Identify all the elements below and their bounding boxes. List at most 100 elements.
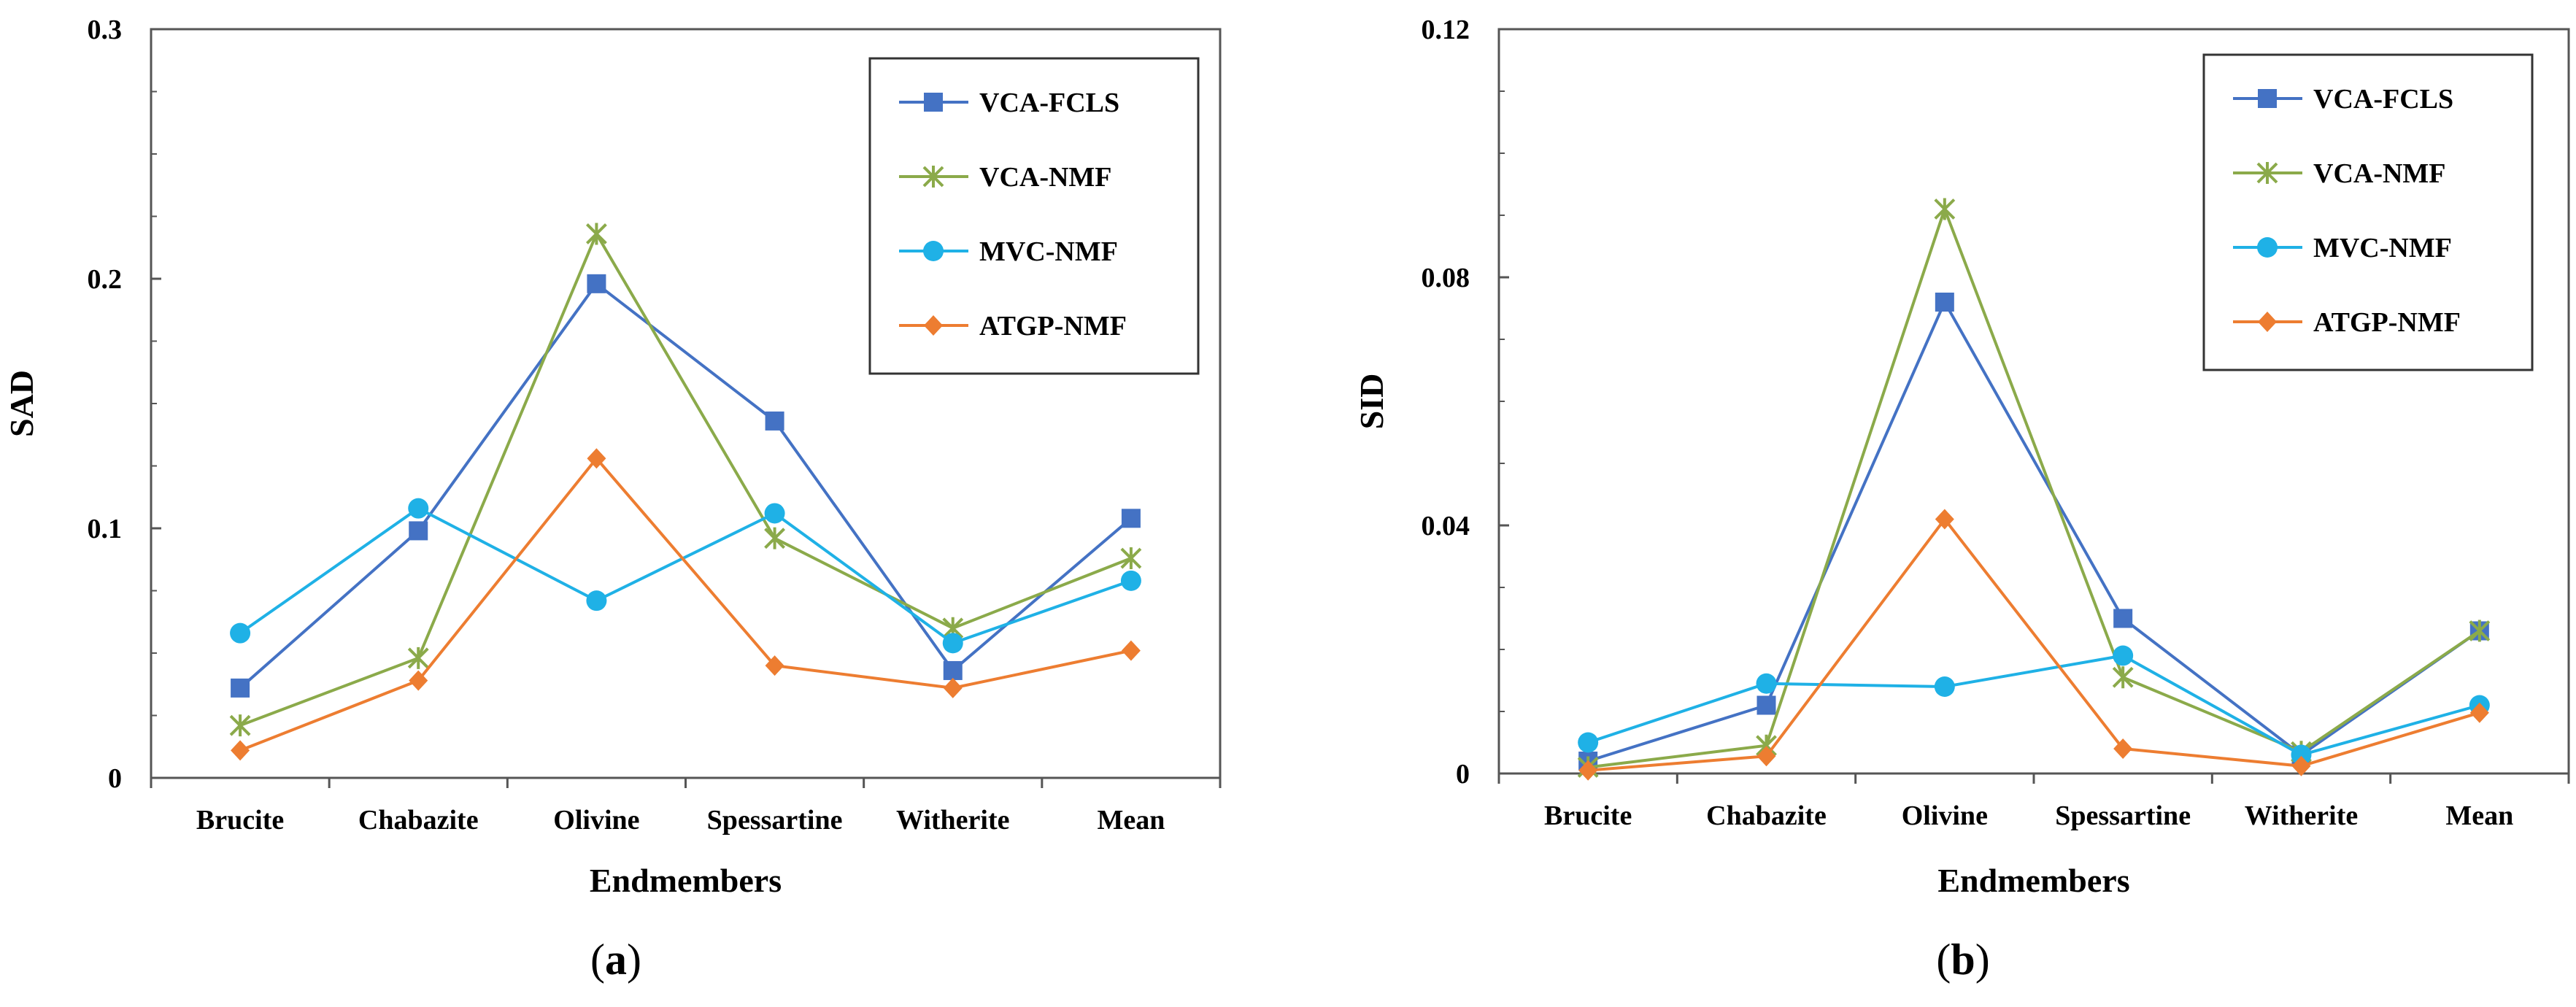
data-point-atgp-nmf bbox=[2291, 755, 2311, 776]
panel-label: (b) bbox=[1936, 935, 1989, 984]
data-point-mvc-nmf bbox=[1120, 570, 1141, 591]
series-line-mvc-nmf bbox=[239, 506, 1132, 645]
legend: VCA-FCLS VCA-NMF MVC-NMF ATGP-NMF bbox=[2202, 53, 2534, 371]
data-point-atgp-nmf bbox=[2113, 738, 2133, 759]
data-point-vca-nmf bbox=[2112, 666, 2134, 689]
series-line-vca-fcls bbox=[239, 281, 1133, 690]
data-point-atgp-nmf bbox=[231, 740, 250, 761]
legend-label-vca-fcls: VCA-FCLS bbox=[979, 88, 1119, 118]
y-axis-title: SAD bbox=[3, 370, 40, 437]
data-point-mvc-nmf bbox=[2291, 744, 2312, 765]
series-line-vca-nmf bbox=[1587, 204, 2480, 769]
panel-label-close-paren: ) bbox=[1975, 935, 1990, 984]
legend-label-mvc-nmf: MVC-NMF bbox=[2313, 233, 2452, 263]
data-point-mvc-nmf bbox=[942, 633, 963, 654]
data-point-vca-fcls bbox=[765, 411, 784, 431]
panel-label-open-paren: ( bbox=[590, 935, 605, 984]
x-axis-title: Endmembers bbox=[590, 862, 782, 899]
data-point-vca-fcls bbox=[2113, 609, 2133, 628]
data-point-vca-fcls bbox=[1756, 695, 1776, 715]
x-category-label-witherite: Witherite bbox=[896, 805, 1009, 836]
panel-label-letter: a bbox=[605, 935, 627, 984]
data-point-vca-nmf bbox=[586, 223, 607, 245]
x-category-label-spessartine: Spessartine bbox=[707, 805, 843, 836]
panel-label-open-paren: ( bbox=[1936, 935, 1951, 984]
series-vca-fcls bbox=[231, 274, 1141, 698]
data-point-vca-fcls bbox=[409, 521, 428, 541]
y-tick-label: 0.04 bbox=[1422, 511, 1470, 541]
legend-label-mvc-nmf: MVC-NMF bbox=[979, 236, 1118, 267]
data-point-vca-fcls bbox=[943, 660, 963, 680]
legend-marker-vca-fcls bbox=[2258, 89, 2277, 108]
data-point-mvc-nmf bbox=[1756, 673, 1777, 694]
data-point-vca-nmf bbox=[1120, 547, 1142, 570]
data-point-mvc-nmf bbox=[1934, 676, 1955, 697]
x-category-label-spessartine: Spessartine bbox=[2055, 800, 2191, 831]
series-mvc-nmf bbox=[230, 498, 1141, 654]
panel-label-close-paren: ) bbox=[627, 935, 641, 984]
data-point-atgp-nmf bbox=[587, 448, 606, 469]
x-axis-title: Endmembers bbox=[1937, 862, 2129, 899]
data-point-atgp-nmf bbox=[943, 677, 963, 698]
data-point-vca-nmf bbox=[1934, 198, 1956, 220]
legend-label-atgp-nmf: ATGP-NMF bbox=[2313, 307, 2461, 338]
x-category-label-mean: Mean bbox=[1097, 805, 1165, 836]
legend-label-vca-nmf: VCA-NMF bbox=[2313, 158, 2446, 189]
data-point-vca-fcls bbox=[1935, 293, 1954, 312]
y-axis-title: SID bbox=[1353, 374, 1390, 430]
x-category-label-olivine: Olivine bbox=[1902, 800, 1988, 831]
legend-marker-vca-fcls bbox=[924, 93, 943, 112]
data-point-atgp-nmf bbox=[2469, 702, 2489, 723]
y-tick-label: 0.12 bbox=[1422, 15, 1470, 45]
data-point-atgp-nmf bbox=[1756, 746, 1776, 767]
data-point-mvc-nmf bbox=[408, 498, 429, 519]
legend-marker-mvc-nmf bbox=[923, 241, 944, 261]
y-tick-label: 0 bbox=[1456, 759, 1470, 790]
series-atgp-nmf bbox=[1578, 509, 2489, 781]
x-category-label-brucite: Brucite bbox=[1544, 800, 1632, 831]
legend-label-vca-nmf: VCA-NMF bbox=[979, 162, 1112, 193]
data-point-vca-nmf bbox=[764, 527, 785, 549]
series-line-vca-fcls bbox=[1587, 298, 2480, 763]
chart-panel-b: 0 0.04 0.08 0.12 Brucite Chabazite Olivine Spes… bbox=[1353, 15, 2570, 984]
data-point-atgp-nmf bbox=[765, 655, 784, 676]
data-point-atgp-nmf bbox=[1935, 509, 1954, 530]
data-point-mvc-nmf bbox=[230, 622, 251, 644]
series-atgp-nmf bbox=[231, 448, 1141, 761]
data-point-vca-fcls bbox=[231, 678, 250, 698]
x-category-label-witherite: Witherite bbox=[2245, 800, 2358, 831]
x-category-label-olivine: Olivine bbox=[553, 805, 639, 836]
data-point-mvc-nmf bbox=[2113, 645, 2134, 666]
data-point-atgp-nmf bbox=[1578, 760, 1598, 781]
data-point-mvc-nmf bbox=[586, 590, 607, 611]
y-tick-label: 0 bbox=[108, 763, 122, 794]
x-category-label-chabazite: Chabazite bbox=[358, 805, 479, 836]
legend-marker-mvc-nmf bbox=[2257, 237, 2278, 258]
legend-marker-atgp-nmf bbox=[924, 315, 943, 336]
data-point-vca-nmf bbox=[407, 647, 429, 669]
legend-marker-vca-nmf bbox=[2256, 162, 2278, 184]
legend: VCA-FCLS VCA-NMF MVC-NMF ATGP-NMF bbox=[868, 57, 1200, 375]
legend-label-atgp-nmf: ATGP-NMF bbox=[979, 311, 1127, 342]
series-mvc-nmf bbox=[1578, 645, 2490, 765]
series-line-vca-nmf bbox=[239, 230, 1132, 728]
series-line-mvc-nmf bbox=[1587, 654, 2480, 757]
data-point-atgp-nmf bbox=[1121, 640, 1141, 661]
legend-label-vca-fcls: VCA-FCLS bbox=[2313, 84, 2453, 115]
y-tick-label: 0.3 bbox=[88, 15, 123, 45]
legend-marker-atgp-nmf bbox=[2258, 312, 2277, 332]
y-tick-label: 0.08 bbox=[1422, 263, 1470, 293]
data-point-mvc-nmf bbox=[1578, 732, 1599, 753]
series-line-atgp-nmf bbox=[239, 456, 1132, 752]
data-point-vca-fcls bbox=[587, 274, 606, 293]
series-line-atgp-nmf bbox=[1588, 517, 2480, 772]
x-category-label-chabazite: Chabazite bbox=[1706, 800, 1827, 831]
data-point-vca-fcls bbox=[1121, 509, 1141, 528]
y-tick-label: 0.2 bbox=[88, 264, 123, 295]
data-point-vca-nmf bbox=[229, 714, 251, 737]
x-category-label-brucite: Brucite bbox=[196, 805, 284, 836]
legend-marker-vca-nmf bbox=[922, 166, 944, 188]
y-tick-label: 0.1 bbox=[88, 514, 123, 544]
chart-panel-a: 0 0.1 0.2 0.3 Brucite Chabazite Olivine Spessar… bbox=[3, 15, 1222, 984]
